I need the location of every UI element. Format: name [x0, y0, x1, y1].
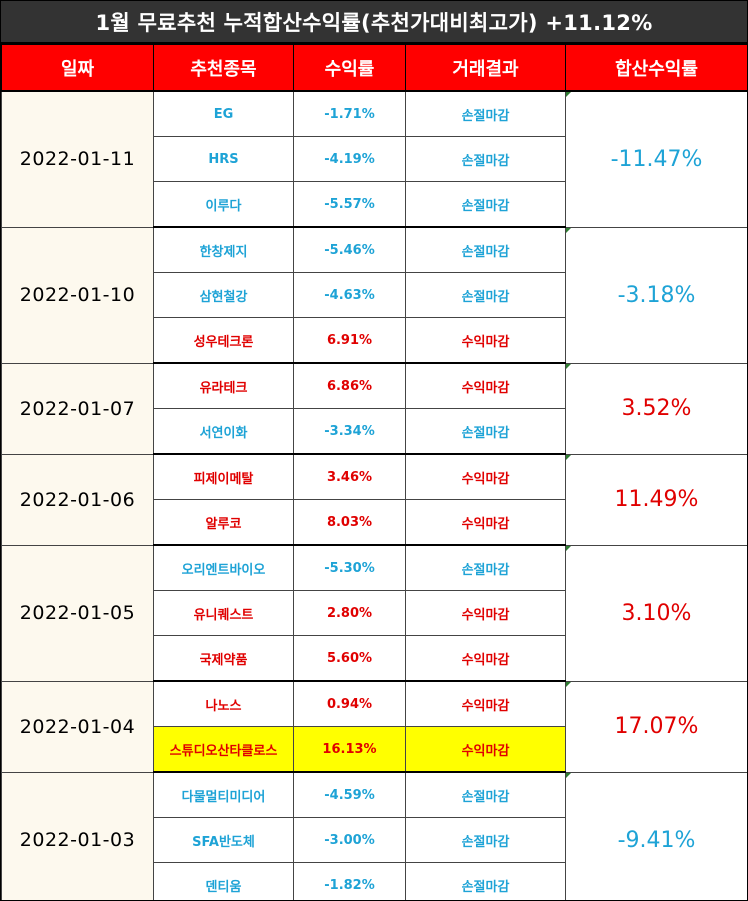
- stock-cell: 알루코: [153, 499, 294, 546]
- results-table: 일짜 추천종목 수익률 거래결과 합산수익률 2022-01-11 EG -1.71…: [1, 44, 748, 900]
- table-row: 2022-01-05 오리엔트바이오 -5.30% 손절마감 3.10%: [1, 544, 747, 682]
- rate-cell: -1.71%: [293, 90, 406, 137]
- rate-cell: -4.63%: [293, 272, 406, 318]
- rate-cell: -5.57%: [293, 181, 406, 228]
- rate-cell: -1.82%: [293, 862, 406, 900]
- table-row: 이루다 -5.57% 손절마감: [2, 181, 748, 228]
- total-rate-cell: 11.49%: [565, 453, 747, 546]
- stock-cell: HRS: [153, 136, 294, 182]
- result-cell: 손절마감: [405, 408, 566, 455]
- result-cell: 수익마감: [405, 680, 566, 727]
- rate-cell: 16.13%: [293, 726, 406, 773]
- result-cell: 수익마감: [405, 362, 566, 409]
- table-row: 2022-01-11 EG -1.71% 손절마감 -11.47%: [1, 90, 747, 228]
- result-cell: 손절마감: [405, 771, 566, 818]
- rate-cell: 3.46%: [293, 453, 406, 500]
- rate-cell: -4.19%: [293, 136, 406, 182]
- table-row: 2022-01-04 나노스 0.94% 수익마감 17.07%: [1, 680, 747, 773]
- stock-cell: 스튜디오산타클로스: [153, 726, 294, 773]
- table-row: 2022-01-07 유라테크 6.86% 수익마감 3.52%: [1, 362, 747, 455]
- total-rate-cell: 3.10%: [565, 544, 747, 682]
- header-row: 일짜 추천종목 수익률 거래결과 합산수익률: [1, 44, 747, 92]
- table-row: 2022-01-06 피제이메탈 3.46% 수익마감 11.49%: [1, 453, 747, 546]
- stock-cell: SFA반도체: [153, 817, 294, 863]
- table-row: 알루코 8.03% 수익마감: [2, 499, 748, 546]
- result-cell: 손절마감: [405, 272, 566, 318]
- stock-cell: 국제약품: [153, 635, 294, 682]
- rate-cell: 6.86%: [293, 362, 406, 409]
- table-row: 성우테크론 6.91% 수익마감: [2, 317, 748, 364]
- stock-cell: 오리엔트바이오: [153, 544, 294, 591]
- table-row: 2022-01-03 다물멀티미디어 -4.59% 손절마감 -9.41%: [1, 771, 747, 900]
- total-rate-cell: 17.07%: [565, 680, 747, 773]
- stock-cell: EG: [153, 90, 294, 137]
- date-cell: 2022-01-04: [1, 680, 154, 773]
- table-row: 서연이화 -3.34% 손절마감: [2, 408, 748, 455]
- result-cell: 손절마감: [405, 90, 566, 137]
- header-result: 거래결과: [405, 44, 566, 92]
- result-cell: 손절마감: [405, 226, 566, 273]
- date-cell: 2022-01-03: [1, 771, 154, 900]
- date-cell: 2022-01-06: [1, 453, 154, 546]
- rate-cell: 5.60%: [293, 635, 406, 682]
- result-cell: 손절마감: [405, 544, 566, 591]
- table-row: 유니퀘스트 2.80% 수익마감: [2, 590, 748, 636]
- result-cell: 수익마감: [405, 590, 566, 636]
- result-cell: 손절마감: [405, 862, 566, 900]
- rate-cell: -5.30%: [293, 544, 406, 591]
- rate-cell: 8.03%: [293, 499, 406, 546]
- result-cell: 수익마감: [405, 453, 566, 500]
- total-rate-cell: -3.18%: [565, 226, 747, 364]
- total-rate-cell: 3.52%: [565, 362, 747, 455]
- stock-cell: 피제이메탈: [153, 453, 294, 500]
- result-cell: 손절마감: [405, 136, 566, 182]
- result-cell: 수익마감: [405, 726, 566, 773]
- table-body: 2022-01-11 EG -1.71% 손절마감 -11.47% HRS -4.19% 손절…: [1, 90, 748, 900]
- table-row: SFA반도체 -3.00% 손절마감: [2, 817, 748, 863]
- table-row: 국제약품 5.60% 수익마감: [2, 635, 748, 682]
- rate-cell: -3.00%: [293, 817, 406, 863]
- sheet-title: 1월 무료추천 누적합산수익률(추천가대비최고가) +11.12%: [1, 1, 747, 44]
- result-cell: 수익마감: [405, 317, 566, 364]
- rate-cell: 0.94%: [293, 680, 406, 727]
- date-cell: 2022-01-11: [1, 90, 154, 228]
- stock-cell: 덴티움: [153, 862, 294, 900]
- stock-cell: 이루다: [153, 181, 294, 228]
- total-rate-cell: -9.41%: [565, 771, 747, 900]
- stock-cell: 유라테크: [153, 362, 294, 409]
- stock-cell: 다물멀티미디어: [153, 771, 294, 818]
- table-row: 삼현철강 -4.63% 손절마감: [2, 272, 748, 318]
- header-rate: 수익률: [293, 44, 406, 92]
- table-row: 2022-01-10 한창제지 -5.46% 손절마감 -3.18%: [1, 226, 747, 364]
- date-cell: 2022-01-10: [1, 226, 154, 364]
- rate-cell: -5.46%: [293, 226, 406, 273]
- date-cell: 2022-01-05: [1, 544, 154, 682]
- rate-cell: -3.34%: [293, 408, 406, 455]
- rate-cell: -4.59%: [293, 771, 406, 818]
- header-stock: 추천종목: [153, 44, 294, 92]
- rate-cell: 6.91%: [293, 317, 406, 364]
- stock-cell: 삼현철강: [153, 272, 294, 318]
- stock-cell: 서연이화: [153, 408, 294, 455]
- rate-cell: 2.80%: [293, 590, 406, 636]
- stock-cell: 성우테크론: [153, 317, 294, 364]
- result-cell: 수익마감: [405, 499, 566, 546]
- header-total: 합산수익률: [565, 44, 747, 92]
- stock-cell: 나노스: [153, 680, 294, 727]
- result-cell: 손절마감: [405, 817, 566, 863]
- total-rate-cell: -11.47%: [565, 90, 747, 228]
- header-date: 일짜: [1, 44, 154, 92]
- table-row: 덴티움 -1.82% 손절마감: [2, 862, 748, 900]
- table-row: 스튜디오산타클로스 16.13% 수익마감: [2, 726, 748, 773]
- result-cell: 손절마감: [405, 181, 566, 228]
- date-cell: 2022-01-07: [1, 362, 154, 455]
- stock-cell: 한창제지: [153, 226, 294, 273]
- result-cell: 수익마감: [405, 635, 566, 682]
- stock-cell: 유니퀘스트: [153, 590, 294, 636]
